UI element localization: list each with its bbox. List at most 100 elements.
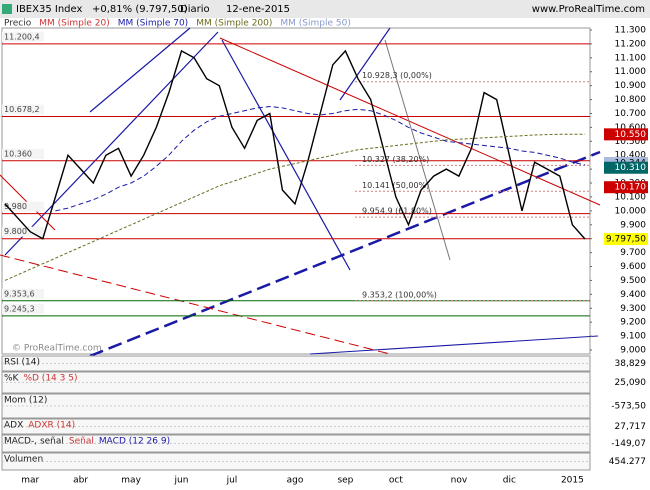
- trend-line: [309, 335, 599, 355]
- panel-last-value: -149,07: [611, 439, 646, 449]
- x-tick-label: may: [121, 476, 141, 486]
- level-label-bg: [2, 303, 44, 314]
- level-label-bg: [2, 226, 44, 237]
- trend-line: [0, 254, 391, 355]
- y-tick-label: 10.000: [615, 206, 647, 216]
- change: +0,81% (9.797,50): [92, 4, 188, 15]
- x-tick-label: dic: [503, 476, 516, 486]
- panel-last-value: 27,717: [615, 422, 647, 432]
- panel-label: MACD (12 26 9): [99, 437, 170, 447]
- level-label-bg: [2, 201, 44, 212]
- price-box: [604, 233, 648, 246]
- panel-label: MACD-, señal: [4, 437, 64, 447]
- x-tick-label: abr: [73, 476, 88, 486]
- y-tick-label: 9.600: [620, 262, 646, 272]
- fib-label: 10.141 (50,00%): [362, 181, 429, 190]
- level-label: 9.245,3: [4, 304, 35, 313]
- panel-label: Mom (12): [4, 396, 47, 406]
- level-label: 11.200,4: [4, 32, 40, 41]
- fib-label: 10.928,3 (0,00%): [362, 71, 432, 80]
- legend-entry: Precio: [4, 19, 32, 29]
- legend-entry: MM (Simple 200): [196, 19, 272, 29]
- y-tick-label: 10.700: [615, 109, 647, 119]
- panel-last-value: 38,829: [615, 359, 647, 369]
- y-tick-label: 10.900: [615, 81, 647, 91]
- panel-label: ADXR (14): [28, 421, 75, 431]
- price-box: [604, 161, 648, 174]
- panel-label: Señal: [69, 437, 94, 447]
- y-tick-label: 9.000: [620, 346, 646, 356]
- panel-label: %K: [4, 374, 20, 384]
- legend-entry: MM (Simple 20): [39, 19, 109, 29]
- price-box: [604, 181, 648, 194]
- y-tick-label: 10.100: [615, 192, 647, 202]
- panel-label: RSI (14): [4, 358, 40, 368]
- panel-last-value: 454.277: [609, 457, 646, 467]
- series-line: [4, 133, 585, 281]
- trend-line: [89, 150, 601, 358]
- header-bar: [0, 0, 650, 18]
- x-tick-label: 2015: [561, 476, 584, 486]
- price-box-label: 10.310: [615, 163, 647, 173]
- x-tick-label: sep: [337, 476, 353, 486]
- price-box-label: 10.550: [615, 130, 647, 140]
- panel-label: Volumen: [4, 455, 43, 465]
- icon: [2, 4, 12, 14]
- level-label-bg: [2, 31, 44, 42]
- period: Diario: [180, 4, 210, 15]
- level-label-bg: [2, 104, 44, 115]
- legend-entry: MM (Simple 50): [280, 19, 350, 29]
- y-tick-label: 9.300: [620, 304, 646, 314]
- y-tick-label: 9.700: [620, 248, 646, 258]
- plot-frame: [1, 27, 591, 355]
- fib-label: 10.327 (38,20%): [362, 155, 429, 164]
- legend-entry: MM (Simple 70): [118, 19, 188, 29]
- y-tick-label: 9.900: [620, 220, 646, 230]
- y-tick-label: 10.500: [615, 137, 647, 147]
- fib-label: 9.954,9 (61,80%): [362, 207, 432, 216]
- trend-line: [89, 27, 191, 113]
- y-tick-label: 9.100: [620, 332, 646, 342]
- series-line: [4, 49, 586, 240]
- y-tick-label: 10.600: [615, 123, 647, 133]
- y-tick-label: 10.400: [615, 151, 647, 161]
- x-tick-label: ago: [287, 476, 304, 486]
- level-label-bg: [2, 148, 44, 159]
- y-tick-label: 11.000: [615, 67, 647, 77]
- y-tick-label: 11.200: [615, 39, 647, 49]
- trend-line: [4, 31, 219, 256]
- trend-line: [384, 39, 451, 261]
- x-tick-label: jun: [174, 476, 189, 486]
- y-tick-label: 9.400: [620, 290, 646, 300]
- price-box: [604, 128, 648, 141]
- symbol: IBEX35 Index: [16, 4, 82, 15]
- level-label: 9.353,6: [4, 289, 35, 298]
- level-label: 9.980: [4, 202, 27, 211]
- panel-label: %D (14 3 5): [23, 374, 77, 384]
- watermark: © ProRealTime.com: [12, 344, 102, 354]
- level-label-bg: [2, 288, 44, 299]
- level-label: 10.360: [4, 149, 32, 158]
- y-tick-label: 9.200: [620, 318, 646, 328]
- panel-last-value: 25,090: [615, 378, 647, 388]
- fib-label: 9.353,2 (100,00%): [362, 290, 437, 299]
- panel-label: ADX: [4, 421, 23, 431]
- y-tick-label: 11.300: [615, 26, 647, 36]
- y-tick-label: 10.800: [615, 95, 647, 105]
- trend-line: [219, 37, 601, 206]
- x-tick-label: oct: [389, 476, 403, 486]
- x-tick-label: jul: [226, 476, 238, 486]
- x-tick-label: nov: [451, 476, 468, 486]
- y-tick-label: 11.100: [615, 53, 647, 63]
- y-tick-label: 9.500: [620, 276, 646, 286]
- price-box-label: 9.797,50: [606, 235, 646, 245]
- level-label: 9.800: [4, 227, 27, 236]
- date: 12-ene-2015: [226, 4, 290, 15]
- x-tick-label: mar: [21, 476, 39, 486]
- price-box-label: 10.170: [615, 183, 647, 193]
- level-label: 10.678,2: [4, 105, 40, 114]
- trend-line: [221, 39, 351, 271]
- panel-last-value: -573,50: [611, 402, 646, 412]
- trend-line: [339, 27, 391, 101]
